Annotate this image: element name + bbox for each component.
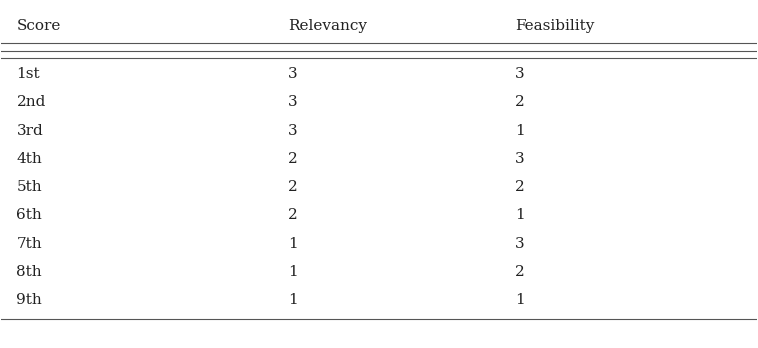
Text: 2: 2: [288, 152, 298, 166]
Text: 1: 1: [288, 265, 298, 279]
Text: 2: 2: [515, 95, 525, 109]
Text: 1: 1: [515, 208, 525, 222]
Text: 1: 1: [515, 293, 525, 307]
Text: 3: 3: [288, 67, 298, 81]
Text: 4th: 4th: [17, 152, 42, 166]
Text: 2: 2: [515, 265, 525, 279]
Text: 3: 3: [515, 67, 525, 81]
Text: 2: 2: [288, 180, 298, 194]
Text: 9th: 9th: [17, 293, 42, 307]
Text: 3: 3: [515, 152, 525, 166]
Text: 2: 2: [288, 208, 298, 222]
Text: Relevancy: Relevancy: [288, 18, 368, 33]
Text: 8th: 8th: [17, 265, 42, 279]
Text: 3: 3: [288, 124, 298, 137]
Text: Score: Score: [17, 18, 61, 33]
Text: 1: 1: [288, 293, 298, 307]
Text: 2: 2: [515, 180, 525, 194]
Text: 1: 1: [515, 124, 525, 137]
Text: 3rd: 3rd: [17, 124, 43, 137]
Text: 3: 3: [515, 237, 525, 251]
Text: Feasibility: Feasibility: [515, 18, 594, 33]
Text: 5th: 5th: [17, 180, 42, 194]
Text: 1: 1: [288, 237, 298, 251]
Text: 3: 3: [288, 95, 298, 109]
Text: 6th: 6th: [17, 208, 42, 222]
Text: 1st: 1st: [17, 67, 40, 81]
Text: 7th: 7th: [17, 237, 42, 251]
Text: 2nd: 2nd: [17, 95, 46, 109]
